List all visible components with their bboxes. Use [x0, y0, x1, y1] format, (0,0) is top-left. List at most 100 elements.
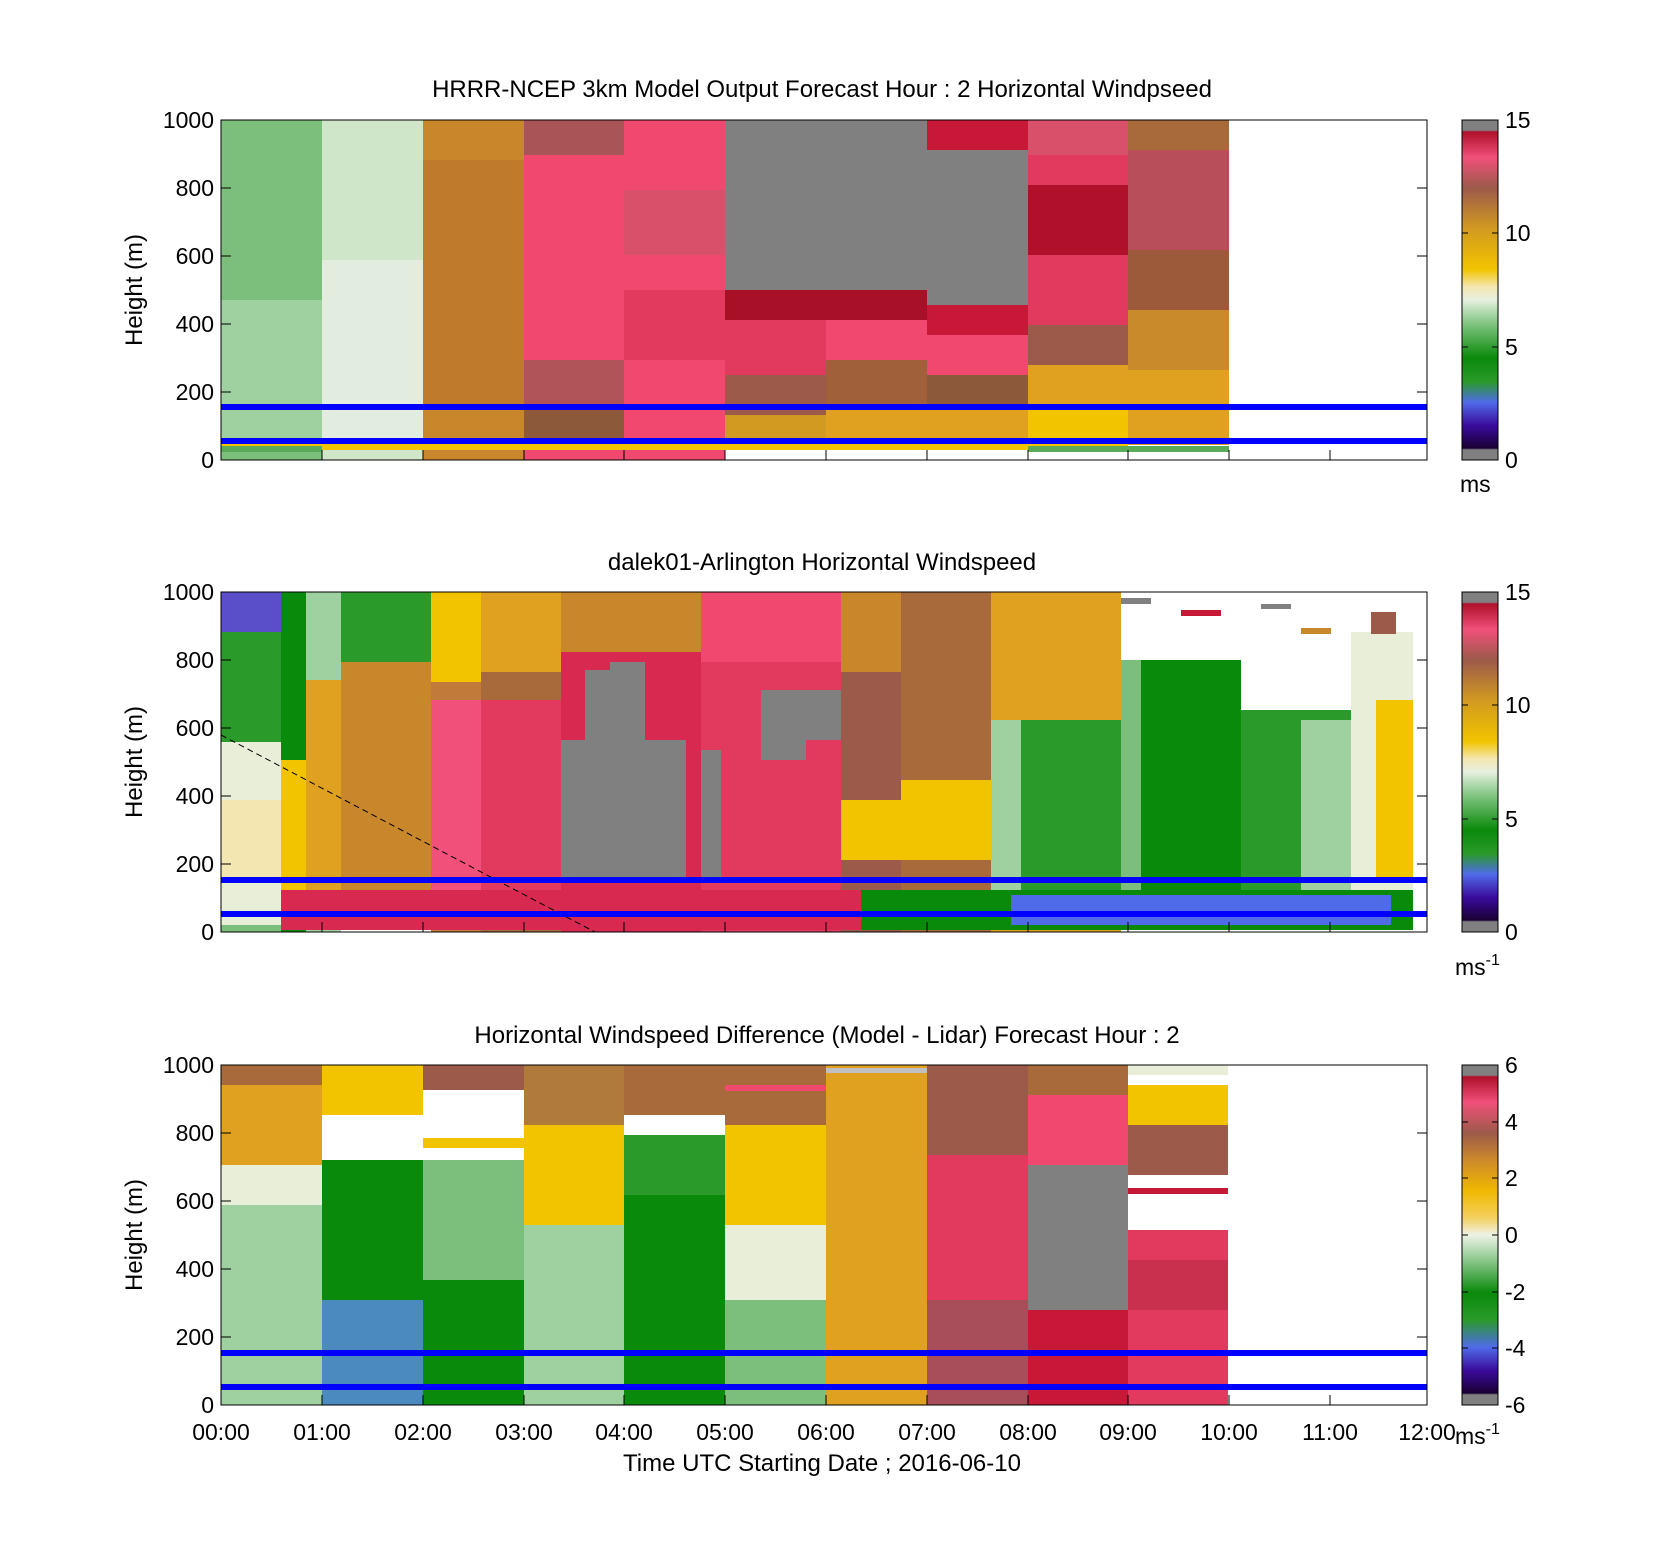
- heatmap-cell: [281, 890, 861, 930]
- heatmap-cell: [701, 750, 721, 880]
- heatmap-cell: [1028, 365, 1128, 405]
- heatmap-cell: [431, 700, 481, 900]
- colorbar-tick-label: -2: [1505, 1279, 1525, 1305]
- heatmap-cell: [901, 592, 991, 932]
- reference-line-150m: [221, 404, 1427, 410]
- heatmap-cell: [341, 592, 431, 662]
- heatmap-cell: [1128, 1085, 1228, 1125]
- panel-3-ylabel: Height (m): [121, 1179, 148, 1291]
- heatmap-cell: [1121, 598, 1151, 604]
- heatmap-cell: [1181, 610, 1221, 616]
- colorbar-tick-label: 0: [1505, 919, 1518, 945]
- heatmap-cell: [1128, 1065, 1228, 1075]
- heatmap-cell: [927, 1065, 1028, 1155]
- heatmap-cell: [624, 190, 725, 255]
- heatmap-cell: [524, 120, 624, 155]
- colorbar-tick-label: 4: [1505, 1109, 1518, 1135]
- heatmap-cell: [1128, 1188, 1228, 1194]
- panel-3-y-tick-labels: 1000 800 600 400 200 0: [163, 1052, 214, 1418]
- heatmap-cell: [481, 700, 561, 900]
- heatmap-cell: [927, 335, 1028, 375]
- heatmap-cell: [306, 680, 341, 900]
- colorbar-tick-label: -6: [1505, 1392, 1525, 1418]
- panel-1-blue-lines: [221, 404, 1427, 444]
- panel-1-colorbar: 15 10 5 0 ms: [1460, 107, 1531, 497]
- y-tick-label: 200: [176, 851, 214, 877]
- heatmap-cell: [423, 1160, 524, 1280]
- heatmap-cell: [826, 1068, 927, 1073]
- heatmap-cell: [624, 1115, 725, 1135]
- colorbar-tick-label: 10: [1505, 220, 1531, 246]
- heatmap-cell: [524, 1225, 624, 1405]
- x-tick-label: 03:00: [495, 1419, 553, 1445]
- heatmap-cell: [1028, 1310, 1129, 1405]
- heatmap-cell: [1301, 720, 1351, 890]
- heatmap-cell: [1121, 660, 1141, 890]
- panel-2-colorbar: 15 10 5 0 ms-1: [1455, 579, 1531, 980]
- heatmap-cell: [423, 1090, 524, 1160]
- panel-3-x-ticks: [321, 1395, 1331, 1405]
- panel-1-title: HRRR-NCEP 3km Model Output Forecast Hour…: [432, 76, 1212, 103]
- heatmap-cell: [624, 1135, 725, 1195]
- heatmap-cell: [1028, 1065, 1129, 1095]
- panel-1-ylabel: Height (m): [121, 234, 148, 346]
- y-tick-label: 600: [176, 715, 214, 741]
- heatmap-cell: [1028, 155, 1128, 185]
- heatmap-cell: [524, 1125, 624, 1225]
- heatmap-cell: [624, 290, 725, 360]
- panel-3-heatmap: [221, 1065, 1228, 1405]
- x-tick-label: 12:00: [1398, 1419, 1456, 1445]
- heatmap-cell: [725, 1065, 826, 1125]
- heatmap-cell: [1261, 604, 1291, 609]
- heatmap-cell: [341, 662, 431, 902]
- heatmap-cell: [725, 1125, 826, 1225]
- y-tick-label: 0: [201, 919, 214, 945]
- heatmap-cell: [1301, 628, 1331, 634]
- heatmap-cell: [221, 592, 281, 632]
- heatmap-cell: [826, 320, 927, 360]
- panel-1-x-ticks: [321, 450, 1331, 460]
- heatmap-cell: [322, 1115, 423, 1160]
- panel-model: HRRR-NCEP 3km Model Output Forecast Hour…: [121, 76, 1531, 497]
- y-tick-label: 0: [201, 1392, 214, 1418]
- colorbar-unit: ms-1: [1455, 1421, 1500, 1449]
- x-tick-label: 10:00: [1200, 1419, 1258, 1445]
- panel-2-y-ticks: [221, 591, 1427, 865]
- heatmap-cell: [1128, 1230, 1228, 1405]
- colorbar-gradient: [1461, 119, 1499, 461]
- heatmap-cell: [423, 160, 524, 410]
- colorbar-tick-label: 15: [1505, 107, 1531, 133]
- panel-2-title: dalek01-Arlington Horizontal Windspeed: [608, 549, 1036, 576]
- reference-line-50m: [221, 438, 1427, 444]
- heatmap-cell: [1028, 185, 1128, 255]
- panel-difference: Horizontal Windspeed Difference (Model -…: [121, 1022, 1526, 1477]
- x-tick-label: 04:00: [595, 1419, 653, 1445]
- heatmap-cell: [1028, 1095, 1129, 1165]
- x-tick-label: 00:00: [192, 1419, 250, 1445]
- heatmap-cell: [725, 290, 826, 320]
- reference-line-150m: [221, 877, 1427, 883]
- colorbar-tick-label: 15: [1505, 579, 1531, 605]
- panel-2-y-tick-labels: 1000 800 600 400 200 0: [163, 579, 214, 945]
- heatmap-cell: [221, 1065, 322, 1085]
- y-tick-label: 200: [176, 379, 214, 405]
- panel-lidar: dalek01-Arlington Horizontal Windspeed: [121, 549, 1531, 980]
- y-tick-label: 400: [176, 1256, 214, 1282]
- heatmap-cell: [701, 592, 841, 662]
- colorbar-tick-label: 5: [1505, 334, 1518, 360]
- heatmap-cell: [1028, 446, 1229, 452]
- heatmap-cell: [725, 1085, 826, 1091]
- heatmap-cell: [761, 690, 806, 760]
- heatmap-cell: [585, 670, 645, 750]
- heatmap-cell: [624, 1065, 725, 1115]
- panel-2-x-ticks: [321, 922, 1331, 932]
- colorbar-tick-label: 6: [1505, 1052, 1518, 1078]
- heatmap-cell: [1241, 592, 1351, 712]
- colorbar-tick-label: 2: [1505, 1165, 1518, 1191]
- panel-2-axes-box: [220, 591, 1428, 933]
- overlay-dashed-line: [220, 734, 596, 933]
- colorbar-tick-label: 10: [1505, 692, 1531, 718]
- heatmap-cell: [1028, 120, 1128, 155]
- x-tick-label: 06:00: [797, 1419, 855, 1445]
